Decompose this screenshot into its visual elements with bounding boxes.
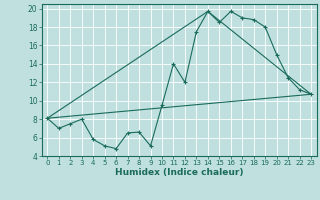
X-axis label: Humidex (Indice chaleur): Humidex (Indice chaleur) (115, 168, 244, 177)
